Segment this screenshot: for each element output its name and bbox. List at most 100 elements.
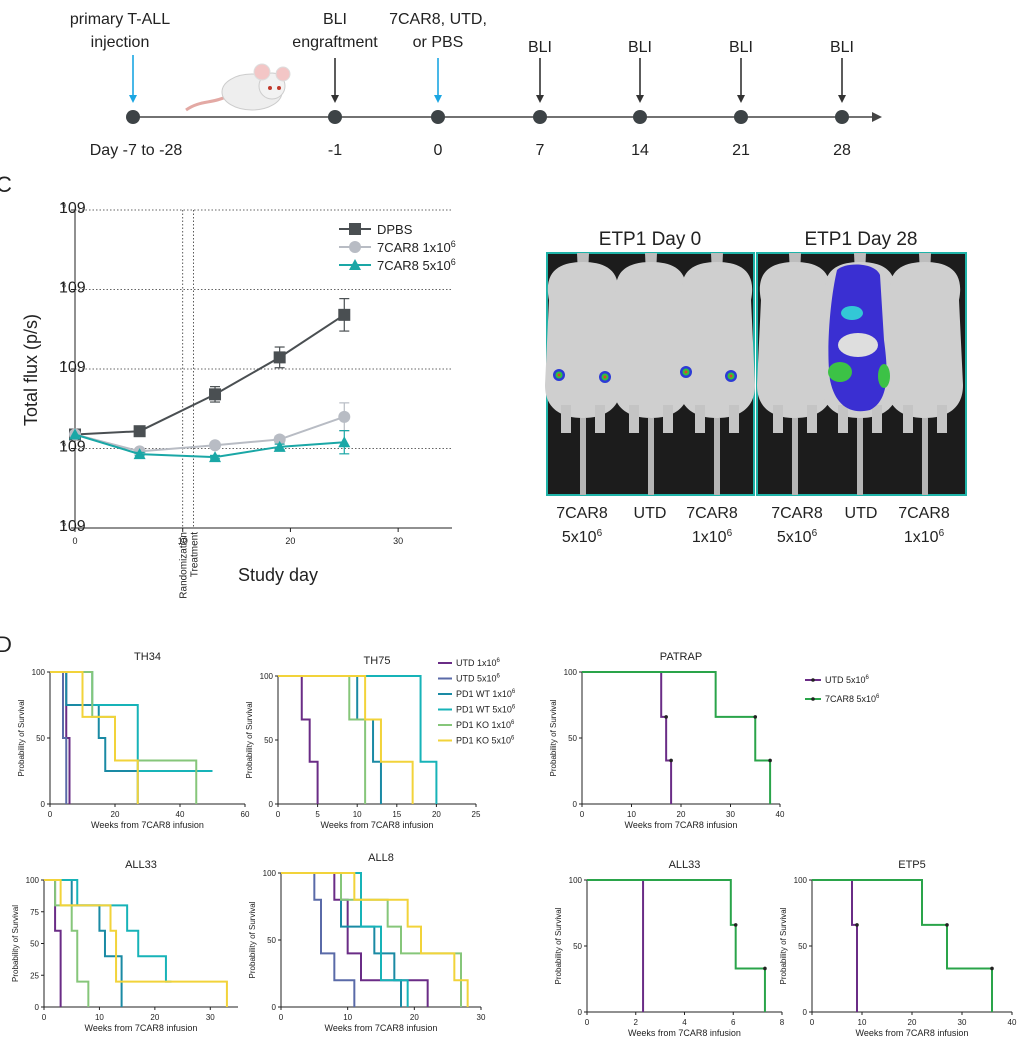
km-xtick-label: 20 <box>432 810 441 819</box>
bli-signal-hot <box>729 374 733 378</box>
timeline-event-label: BLI <box>528 39 552 56</box>
imaging-dose-base: 5x10 <box>777 529 812 546</box>
imaging-dose-label: 5x106 <box>777 528 818 546</box>
mouse-2-leg <box>695 405 705 433</box>
km-ytick-label: 75 <box>30 908 39 917</box>
km-series-line <box>812 879 993 1012</box>
flux-ytick-exp: 5 <box>62 521 66 528</box>
timeline-event-label: BLI <box>830 39 854 56</box>
flux-point-triangle <box>69 428 81 440</box>
km-ylabel: Probability of Survival <box>245 701 254 778</box>
km-xtick-label: 40 <box>176 810 185 819</box>
flux-legend-exp: 6 <box>451 257 456 267</box>
flux-vline-label: Treatment <box>189 532 200 577</box>
flux-point-circle <box>209 439 222 452</box>
imaging-dose-label: 5x106 <box>562 528 603 546</box>
km-legend-label: UTD 5x106 <box>456 674 501 684</box>
km-censor-mark <box>664 715 668 719</box>
km-ytick-label: 100 <box>794 876 808 885</box>
flux-legend-square <box>349 223 361 235</box>
km-xtick-label: 0 <box>279 1013 284 1022</box>
km-censor-mark <box>855 923 859 927</box>
km-ytick-label: 50 <box>264 736 273 745</box>
km-xtick-label: 20 <box>111 810 120 819</box>
mouse-4-leg <box>838 405 848 433</box>
km-censor-mark <box>669 758 673 763</box>
imaging-dose-exp: 6 <box>939 528 945 539</box>
km-series-line <box>44 879 62 1007</box>
timeline-event-sublabel: or PBS <box>413 34 464 51</box>
km-series-line <box>278 675 438 804</box>
imaging-dose-exp: 6 <box>727 528 733 539</box>
km-legend-text: UTD 1x10 <box>456 658 497 668</box>
flux_chart.yticks.1-base: 10 <box>59 439 77 456</box>
km-ytick-label: 50 <box>36 734 45 743</box>
flux-point-triangle <box>273 440 286 452</box>
km-censor-mark <box>753 715 758 719</box>
timeline-event-label: BLI <box>323 11 347 28</box>
mouse-illustration <box>185 63 291 112</box>
km-xtick-label: 20 <box>150 1013 159 1022</box>
timeline-event-sublabel: injection <box>91 34 150 51</box>
mouse-2-tail <box>714 418 720 495</box>
timeline-arrowhead-6 <box>838 95 846 103</box>
km-series-line <box>44 879 172 983</box>
flux-xtick-label: 30 <box>393 536 403 546</box>
km-xtick-label: 10 <box>627 810 636 819</box>
flux-xtick-label: 0 <box>72 536 77 546</box>
timeline-dot-4 <box>633 110 647 124</box>
timeline-day-label: -1 <box>328 142 342 159</box>
flux-ytick-exp: 9 <box>62 203 66 210</box>
bli-signal-large-core <box>828 362 852 382</box>
km-chart-title: ETP5 <box>898 859 926 871</box>
km-chart-title: ALL33 <box>125 859 157 871</box>
imaging-dose-exp: 6 <box>812 528 818 539</box>
km-series-line <box>587 879 645 1012</box>
km-legend-text: PD1 KO 1x10 <box>456 720 511 730</box>
km-legend-exp: 6 <box>512 705 516 711</box>
flux-legend-label: 7CAR8 5x106 <box>377 257 456 273</box>
imaging-dose-label: 1x106 <box>692 528 733 546</box>
km-legend-text: UTD 5x10 <box>456 674 497 684</box>
flux-ytick-exp: 8 <box>62 283 66 290</box>
km-legend-exp: 6 <box>512 689 516 695</box>
km-chart-title: PATRAP <box>660 651 702 663</box>
km-series-line <box>278 675 319 804</box>
panel-label-d: D <box>0 632 12 657</box>
flux-point-triangle <box>209 451 222 463</box>
km-chart-title: ALL33 <box>669 859 701 871</box>
km-chart-3: ALL33 100 75 50 25 00 10 20 30 Weeks from 7CAR8 i… <box>11 859 238 1033</box>
km-series-line <box>281 872 469 1007</box>
km-censor-mark <box>945 923 949 927</box>
km-ytick-label: 0 <box>803 1008 808 1017</box>
flux-point-square <box>133 425 146 438</box>
km-chart-5: ALL33 100 50 00 2 4 6 8 Weeks from 7CAR8 infusio… <box>554 859 785 1038</box>
km-legend-text: PD1 WT 1x10 <box>456 689 512 699</box>
km-ytick-label: 50 <box>267 936 276 945</box>
flux-legend-exp: 6 <box>451 239 456 249</box>
flux-series-line-0 <box>74 314 345 436</box>
imaging-group-label: 7CAR8 <box>686 505 738 522</box>
km-ylabel: Probability of Survival <box>779 907 788 984</box>
flux_chart.yticks.3-base: 10 <box>59 280 77 297</box>
panel-label-c: C <box>0 172 12 197</box>
km-xlabel: Weeks from 7CAR8 infusion <box>85 1023 198 1033</box>
mouse-5-leg <box>937 405 947 433</box>
flux_chart.yticks.3: 109 <box>59 280 86 297</box>
mouse-1-leg <box>663 405 673 433</box>
km-xtick-label: 20 <box>908 1018 917 1027</box>
km-series-line <box>582 671 673 804</box>
mouse-5-leg <box>903 405 913 433</box>
km-legend-label: PD1 KO 5x106 <box>456 736 515 746</box>
km-ytick-label: 50 <box>573 942 582 951</box>
imaging-group-label: UTD <box>634 505 667 522</box>
bli-signal-gap <box>838 333 878 357</box>
km-xtick-label: 10 <box>343 1013 352 1022</box>
timeline-dot-3 <box>533 110 547 124</box>
km-xlabel: Weeks from 7CAR8 infusion <box>325 1023 438 1033</box>
imaging-dose-label: 1x106 <box>904 528 945 546</box>
km-legend-text: PD1 KO 5x10 <box>456 736 511 746</box>
